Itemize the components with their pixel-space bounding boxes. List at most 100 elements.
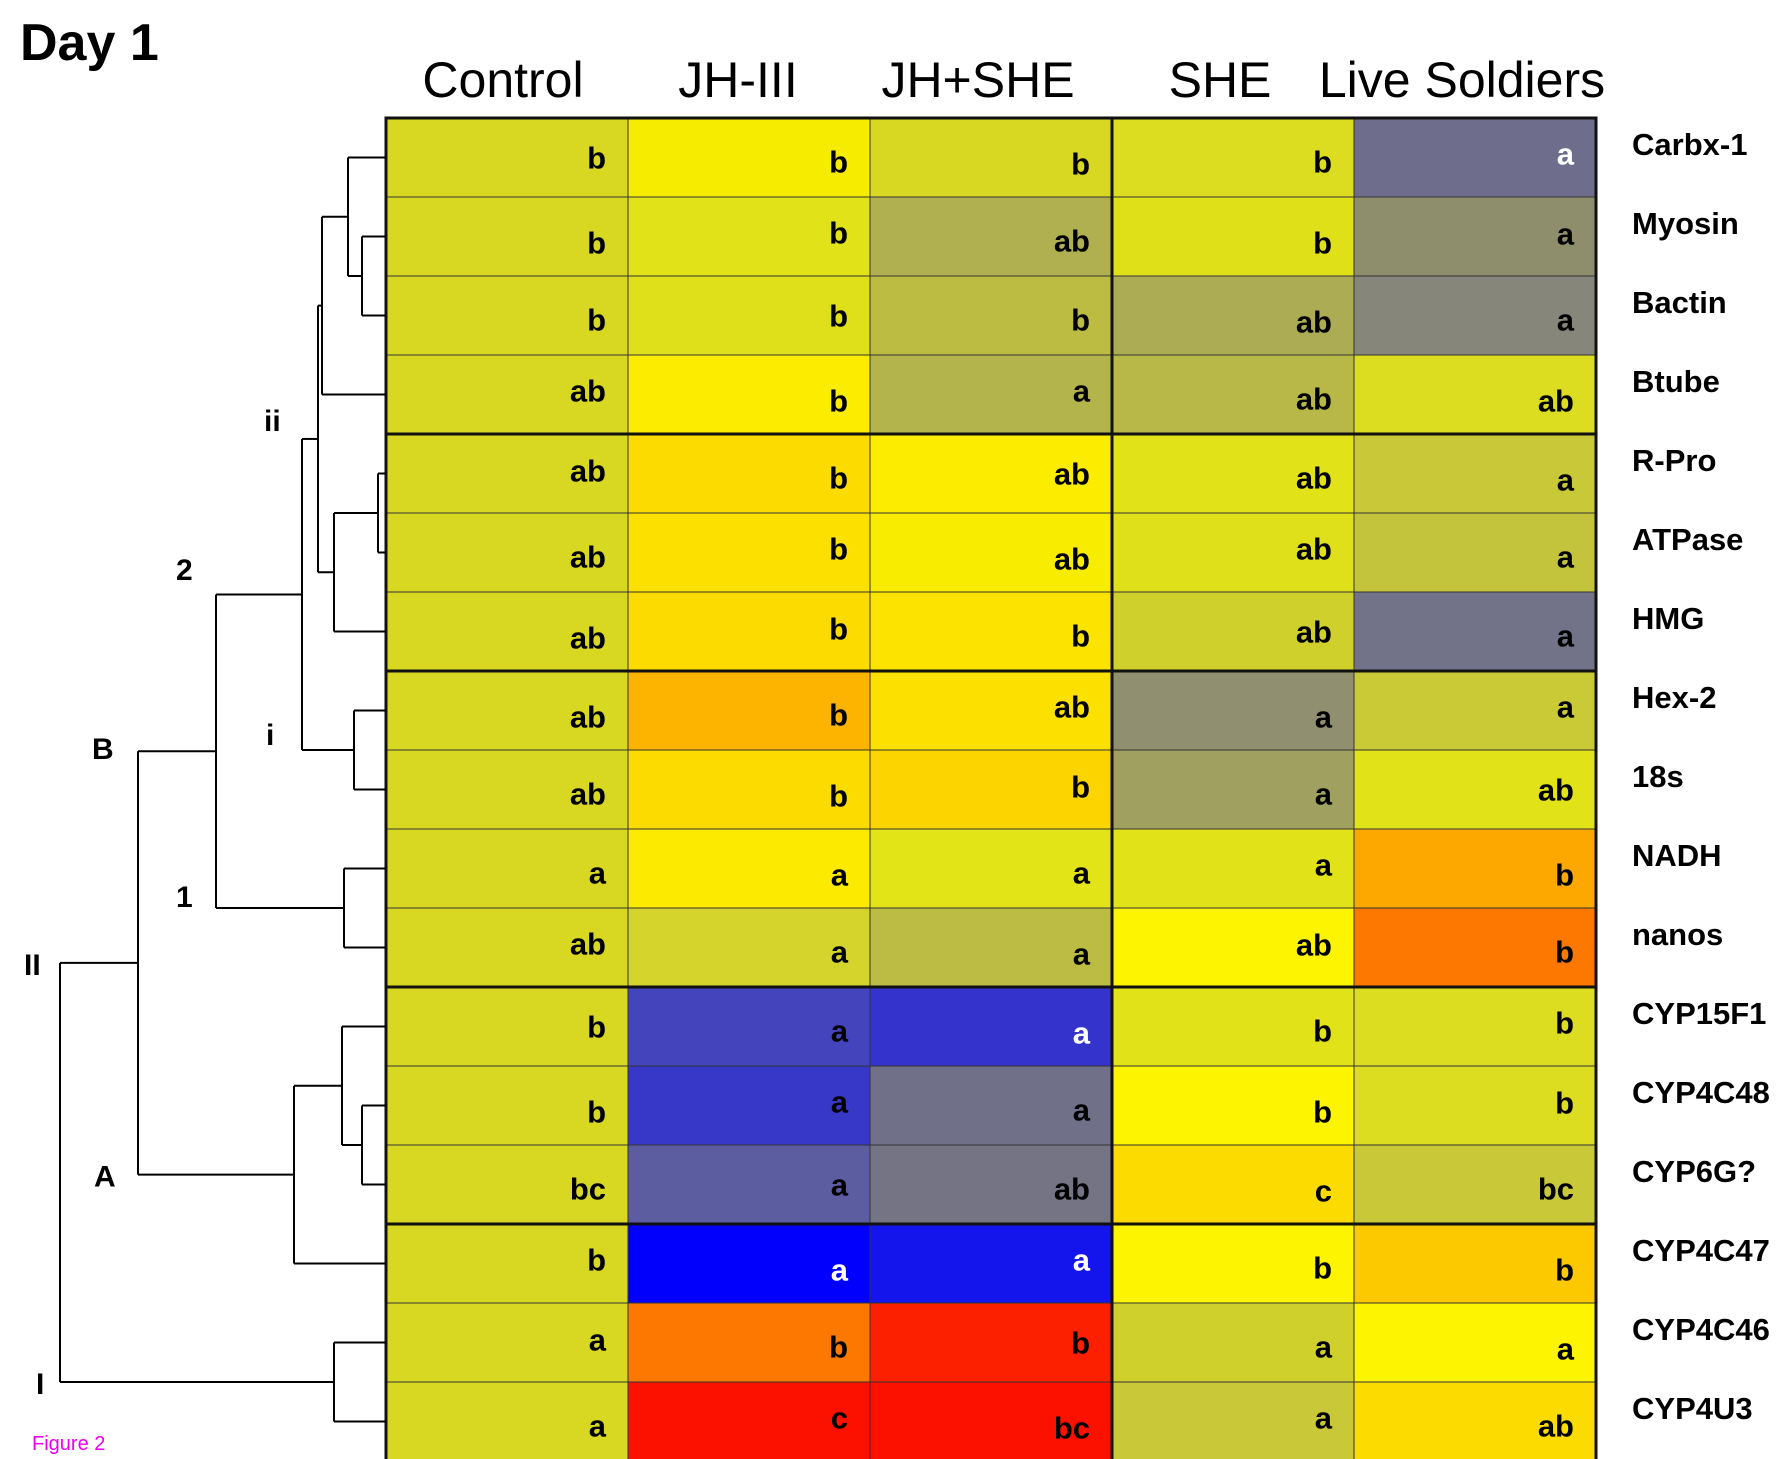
cell-significance-letter: b xyxy=(1313,1014,1332,1049)
cell-significance-letter: ab xyxy=(570,621,606,656)
heatmap-cell xyxy=(627,117,871,198)
cell-significance-letter: a xyxy=(1073,856,1091,891)
cell-significance-letter: a xyxy=(1073,374,1091,409)
heatmap-cell xyxy=(1353,749,1597,830)
cell-significance-letter: a xyxy=(1557,619,1575,654)
heatmap-cell xyxy=(627,512,871,593)
cell-significance-letter: b xyxy=(1071,303,1090,338)
heatmap-cell xyxy=(869,433,1113,514)
cell-significance-letter: a xyxy=(589,1323,607,1358)
heatmap-cell xyxy=(1353,907,1597,988)
cell-significance-letter: ab xyxy=(1054,690,1090,725)
cell-significance-letter: a xyxy=(1557,690,1575,725)
heatmap-cell xyxy=(385,433,629,514)
cell-significance-letter: bc xyxy=(1054,1411,1090,1446)
heatmap-cell xyxy=(627,986,871,1067)
cell-significance-letter: ab xyxy=(570,700,606,735)
cell-significance-letter: bc xyxy=(570,1172,606,1207)
cell-significance-letter: b xyxy=(1555,1253,1574,1288)
cell-significance-letter: a xyxy=(831,1085,849,1120)
heatmap-cell xyxy=(1353,117,1597,198)
cell-significance-letter: b xyxy=(829,779,848,814)
column-header: JH-III xyxy=(678,52,797,108)
heatmap-cell xyxy=(1111,512,1355,593)
cell-significance-letter: a xyxy=(1557,137,1575,172)
cell-significance-letter: a xyxy=(831,1253,849,1288)
heatmap-cell xyxy=(1353,828,1597,909)
heatmap-cell xyxy=(385,1144,629,1225)
cell-significance-letter: ab xyxy=(570,777,606,812)
cell-significance-letter: b xyxy=(1555,1006,1574,1041)
heatmap-cell xyxy=(1111,275,1355,356)
cell-significance-letter: a xyxy=(1315,848,1333,883)
heatmap-cell xyxy=(869,275,1113,356)
column-header: JH+SHE xyxy=(881,52,1074,108)
heatmap-cell xyxy=(1353,354,1597,435)
cell-significance-letter: b xyxy=(829,612,848,647)
cell-significance-letter: b xyxy=(1555,1086,1574,1121)
cell-significance-letter: b xyxy=(829,698,848,733)
heatmap-cell xyxy=(869,670,1113,751)
dendrogram-node-label: ii xyxy=(264,405,281,438)
heatmap-cell xyxy=(1111,354,1355,435)
gene-label: CYP15F1 xyxy=(1632,996,1766,1031)
heatmap-cell xyxy=(1353,196,1597,277)
heatmap-cell xyxy=(385,1223,629,1304)
heatmap-cell xyxy=(385,828,629,909)
heatmap-cell xyxy=(1111,1065,1355,1146)
row-labels: Carbx-1 Myosin Bactin Btube R-Pro ATPase HMG He… xyxy=(1632,127,1770,1426)
heatmap-cell xyxy=(1111,907,1355,988)
cell-significance-letter: b xyxy=(587,1010,606,1045)
cell-significance-letter: ab xyxy=(570,927,606,962)
gene-label: R-Pro xyxy=(1632,443,1716,478)
cell-significance-letter: a xyxy=(831,1168,849,1203)
gene-label: CYP4C48 xyxy=(1632,1075,1770,1110)
cell-significance-letter: ab xyxy=(570,454,606,489)
cell-significance-letter: ab xyxy=(1296,928,1332,963)
column-header: Control xyxy=(422,52,583,108)
cell-significance-letter: b xyxy=(829,299,848,334)
dendrogram-node-label: II xyxy=(24,949,41,982)
heatmap-cell xyxy=(627,749,871,830)
cell-significance-letter: a xyxy=(1073,937,1091,972)
cell-significance-letter: c xyxy=(831,1401,848,1436)
heatmap-cell xyxy=(627,275,871,356)
cell-significance-letter: b xyxy=(829,384,848,419)
gene-label: Bactin xyxy=(1632,285,1727,320)
cell-significance-letter: a xyxy=(831,1014,849,1049)
gene-label: ATPase xyxy=(1632,522,1743,557)
cell-significance-letter: b xyxy=(587,1243,606,1278)
cell-significance-letter: a xyxy=(589,856,607,891)
heatmap-cell xyxy=(627,1065,871,1146)
gene-label: Hex-2 xyxy=(1632,680,1716,715)
gene-label: nanos xyxy=(1632,917,1723,952)
cell-significance-letter: a xyxy=(1315,777,1333,812)
heatmap-cell xyxy=(627,670,871,751)
cell-significance-letter: b xyxy=(829,461,848,496)
heatmap-cell xyxy=(385,196,629,277)
heatmap-cell xyxy=(1353,591,1597,672)
gene-label: NADH xyxy=(1632,838,1722,873)
cell-significance-letter: ab xyxy=(1296,615,1332,650)
gene-label: CYP6G? xyxy=(1632,1154,1756,1189)
heatmap-cell xyxy=(385,670,629,751)
heatmap-cell xyxy=(1111,117,1355,198)
cell-significance-letter: a xyxy=(1073,1093,1091,1128)
column-header: SHE xyxy=(1169,52,1272,108)
dendrogram-node-label: i xyxy=(266,719,274,752)
heatmap-cell xyxy=(869,196,1113,277)
column-headers: Control JH-III JH+SHE SHE Live Soldiers xyxy=(422,52,1605,108)
heatmap-cell xyxy=(869,1223,1113,1304)
cell-significance-letter: b xyxy=(1313,1095,1332,1130)
cell-significance-letter: b xyxy=(829,1330,848,1365)
cell-significance-letter: a xyxy=(1073,1016,1091,1051)
dendrogram-node-label: I xyxy=(36,1368,44,1401)
heatmap-cell xyxy=(627,1223,871,1304)
gene-label: CYP4C46 xyxy=(1632,1312,1770,1347)
cell-significance-letter: b xyxy=(587,1095,606,1130)
heatmap-cell xyxy=(1353,1144,1597,1225)
cell-significance-letter: a xyxy=(1315,700,1333,735)
gene-label: Btube xyxy=(1632,364,1720,399)
heatmap-cell xyxy=(869,1381,1113,1459)
